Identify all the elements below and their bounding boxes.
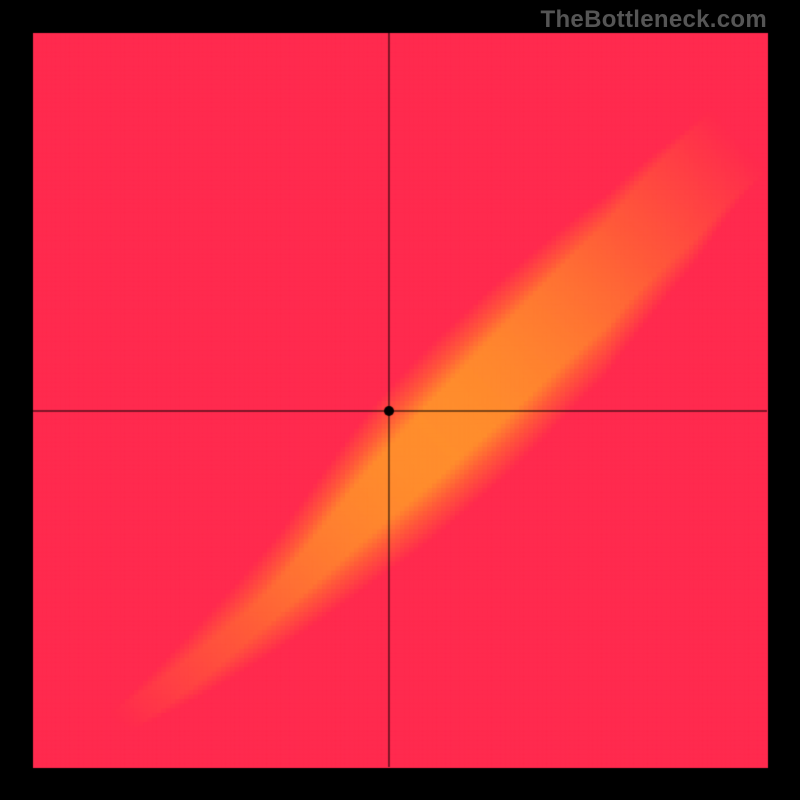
chart-stage: TheBottleneck.com [0,0,800,800]
watermark-text: TheBottleneck.com [541,6,767,34]
heatmap-canvas [0,0,800,800]
